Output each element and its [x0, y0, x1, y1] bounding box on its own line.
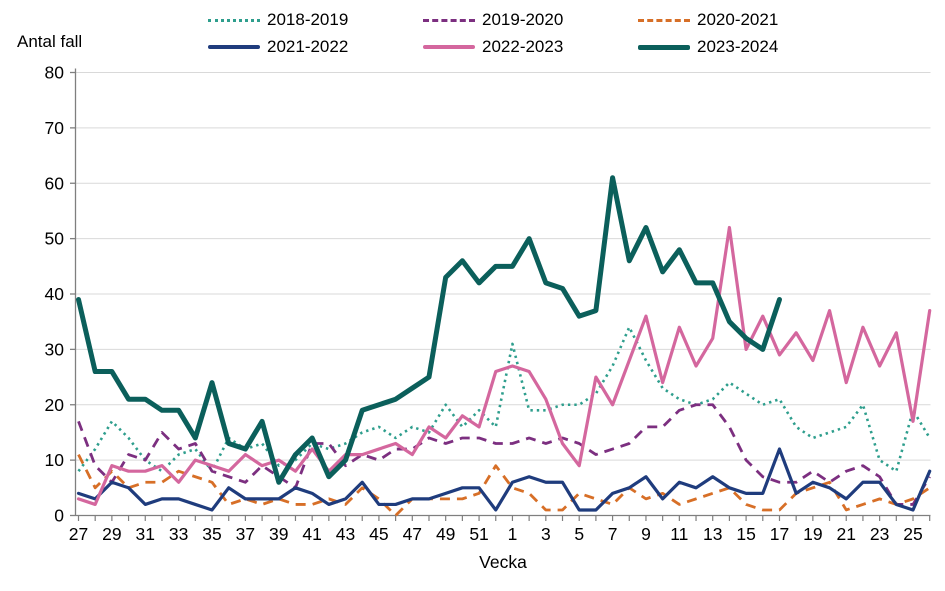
- legend-item-2022-2023: 2022-2023: [423, 35, 638, 59]
- x-tick-label-39: 39: [269, 524, 288, 544]
- x-tick-label-51: 51: [469, 524, 488, 544]
- x-tick-label-17: 17: [770, 524, 789, 544]
- legend-item-2021-2022: 2021-2022: [208, 35, 423, 59]
- y-tick-label-20: 20: [45, 395, 65, 415]
- x-tick-label-41: 41: [302, 524, 321, 544]
- x-tick-label-43: 43: [336, 524, 355, 544]
- legend-marker-solid-line: [638, 44, 690, 50]
- x-tick-label-15: 15: [736, 524, 755, 544]
- y-axis-title: Antal fall: [17, 32, 83, 51]
- legend-marker-dashed-line: [638, 18, 690, 22]
- x-tick-label-33: 33: [169, 524, 188, 544]
- legend-label: 2023-2024: [697, 37, 779, 56]
- legend-item-2019-2020: 2019-2020: [423, 8, 638, 32]
- series-line-2018-2019: [77, 325, 931, 473]
- x-tick-label-35: 35: [202, 524, 221, 544]
- series-line-2022-2023: [76, 225, 932, 507]
- series-line-2021-2022: [76, 447, 932, 512]
- x-tick-label-47: 47: [403, 524, 422, 544]
- series-line-2020-2021: [77, 453, 931, 517]
- x-tick-label-29: 29: [102, 524, 121, 544]
- legend-label: 2019-2020: [482, 10, 564, 29]
- x-tick-label-23: 23: [870, 524, 889, 544]
- y-tick-label-80: 80: [45, 63, 65, 83]
- x-tick-label-11: 11: [670, 524, 688, 544]
- legend-marker-solid-line: [423, 45, 475, 49]
- x-tick-label-49: 49: [436, 524, 455, 544]
- x-tick-label-5: 5: [574, 524, 584, 544]
- x-tick-label-3: 3: [541, 524, 551, 544]
- legend-label: 2020-2021: [697, 10, 779, 29]
- x-tick-label-9: 9: [641, 524, 651, 544]
- x-tick-label-21: 21: [837, 524, 856, 544]
- x-tick-label-7: 7: [608, 524, 618, 544]
- legend-marker-dotted-line: [208, 18, 260, 22]
- y-tick-label-60: 60: [45, 173, 65, 193]
- y-tick-label-70: 70: [45, 118, 65, 138]
- y-tick-label-10: 10: [45, 450, 65, 470]
- legend-label: 2022-2023: [482, 37, 564, 56]
- series-line-2019-2020: [77, 403, 931, 506]
- legend-marker-dashed-line: [423, 18, 475, 22]
- chart-legend: 2018-2019 2019-2020 2020-2021 2021-2022 2022…: [208, 8, 853, 59]
- y-tick-label-0: 0: [54, 506, 64, 526]
- x-tick-label-1: 1: [508, 524, 518, 544]
- legend-marker-solid-line: [208, 45, 260, 49]
- x-tick-label-31: 31: [136, 524, 155, 544]
- legend-item-2023-2024: 2023-2024: [638, 35, 853, 59]
- x-tick-label-27: 27: [69, 524, 88, 544]
- x-tick-label-45: 45: [369, 524, 388, 544]
- legend-item-2018-2019: 2018-2019: [208, 8, 423, 32]
- legend-label: 2021-2022: [267, 37, 349, 56]
- y-tick-label-30: 30: [45, 339, 65, 359]
- x-tick-label-37: 37: [236, 524, 255, 544]
- y-tick-label-50: 50: [45, 229, 65, 249]
- x-tick-label-25: 25: [903, 524, 922, 544]
- x-axis-title: Vecka: [479, 552, 527, 572]
- x-tick-label-13: 13: [703, 524, 722, 544]
- series-line-2023-2024: [76, 175, 782, 485]
- x-tick-label-19: 19: [803, 524, 822, 544]
- legend-label: 2018-2019: [267, 10, 349, 29]
- legend-item-2020-2021: 2020-2021: [638, 8, 853, 32]
- y-tick-label-40: 40: [45, 284, 65, 304]
